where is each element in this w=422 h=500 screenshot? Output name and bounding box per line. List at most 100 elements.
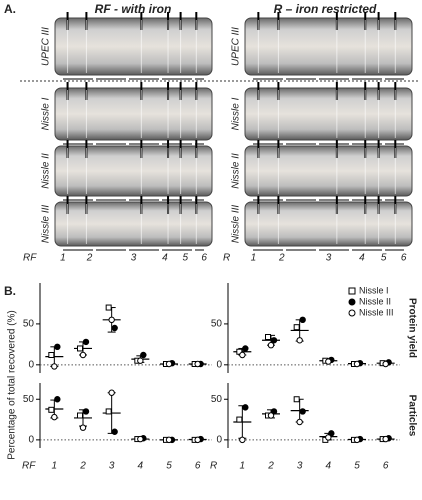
point — [293, 396, 300, 403]
point — [82, 408, 90, 415]
legend-label: Nissle I — [359, 285, 389, 295]
point — [265, 334, 271, 340]
point — [51, 363, 58, 370]
x-tick-label: 5 — [354, 461, 360, 472]
x-tick-label: 3 — [297, 461, 303, 472]
y-tick-label: 0 — [28, 435, 34, 446]
point — [239, 436, 246, 444]
point — [79, 424, 87, 431]
tube — [244, 87, 413, 141]
point — [236, 416, 243, 423]
point — [293, 324, 300, 331]
point — [299, 408, 306, 415]
x-tick-label: 2 — [79, 461, 86, 472]
x-tick-label: 4 — [138, 461, 144, 472]
lane-label: 1 — [60, 253, 66, 264]
point — [239, 351, 246, 359]
point — [77, 412, 83, 419]
panel-label: B. — [4, 284, 16, 298]
point — [108, 316, 115, 324]
lane-label: 3 — [131, 253, 137, 264]
row-label: Nissle I — [231, 97, 242, 130]
x-axis-label: RF — [22, 461, 36, 472]
point — [111, 428, 118, 435]
legend-label: Nissle III — [359, 307, 394, 317]
tube — [54, 17, 213, 76]
point — [54, 396, 61, 403]
point — [296, 337, 303, 344]
row-label: UPEC III — [41, 27, 52, 66]
point — [105, 408, 112, 415]
point — [137, 357, 144, 364]
tube — [244, 145, 413, 197]
point — [353, 360, 361, 368]
lane-label: 1 — [251, 253, 257, 264]
tube — [244, 17, 413, 76]
point — [105, 304, 112, 311]
point — [382, 360, 389, 368]
point — [165, 360, 173, 368]
x-tick-label: 1 — [240, 461, 246, 472]
point — [165, 436, 173, 444]
point — [82, 338, 90, 346]
lane-label: 6 — [401, 253, 407, 264]
y-axis-label: Percentage of total recovered (%) — [7, 310, 18, 460]
point — [353, 436, 361, 444]
legend-marker — [348, 298, 356, 306]
row-label: Nissle II — [41, 153, 52, 189]
point — [79, 351, 87, 359]
point — [54, 343, 61, 351]
tube — [54, 87, 213, 141]
side-label: Particles — [406, 395, 417, 437]
point — [108, 389, 115, 396]
point — [296, 418, 303, 426]
point — [325, 358, 332, 365]
lane-label: 2 — [86, 253, 93, 264]
y-tick-label: 50 — [211, 319, 223, 330]
y-tick-label: 0 — [216, 435, 222, 446]
x-tick-label: 3 — [109, 461, 115, 472]
row-label: Nissle I — [41, 97, 52, 130]
point — [270, 337, 278, 344]
lane-label: 2 — [278, 253, 285, 264]
y-tick-label: 50 — [211, 394, 223, 405]
lane-prefix: RF — [23, 253, 37, 264]
x-tick-label: 2 — [267, 461, 274, 472]
panel-label: A. — [4, 2, 16, 16]
x-tick-label: 6 — [195, 461, 201, 472]
row-label: Nissle II — [231, 153, 242, 189]
point — [299, 316, 306, 324]
point — [140, 351, 147, 359]
legend-marker — [348, 287, 356, 295]
point — [382, 435, 389, 443]
point — [48, 406, 55, 413]
point — [242, 345, 249, 352]
point — [77, 345, 83, 352]
lane-label: 3 — [326, 253, 332, 264]
row-label: Nissle III — [231, 205, 242, 244]
y-tick-label: 50 — [23, 319, 35, 330]
column-title: RF - with iron — [95, 2, 172, 16]
x-tick-label: 5 — [166, 461, 172, 472]
point — [194, 360, 201, 368]
point — [51, 413, 58, 421]
column-title: R – iron restricted — [274, 2, 377, 16]
row-label: UPEC III — [231, 27, 242, 66]
tube — [54, 201, 213, 247]
point — [325, 434, 332, 441]
row-label: Nissle III — [41, 205, 52, 244]
point — [267, 341, 275, 349]
lane-label: 4 — [162, 253, 168, 264]
y-tick-label: 50 — [23, 394, 35, 405]
x-tick-label: 1 — [52, 461, 58, 472]
side-label: Protein yield — [406, 298, 417, 358]
point — [194, 436, 201, 444]
y-tick-label: 0 — [216, 359, 222, 370]
lane-label: 5 — [183, 253, 189, 264]
lane-label: 6 — [201, 253, 207, 264]
point — [267, 412, 275, 419]
tube — [54, 145, 213, 197]
point — [242, 404, 249, 411]
lane-prefix: R — [223, 253, 230, 264]
